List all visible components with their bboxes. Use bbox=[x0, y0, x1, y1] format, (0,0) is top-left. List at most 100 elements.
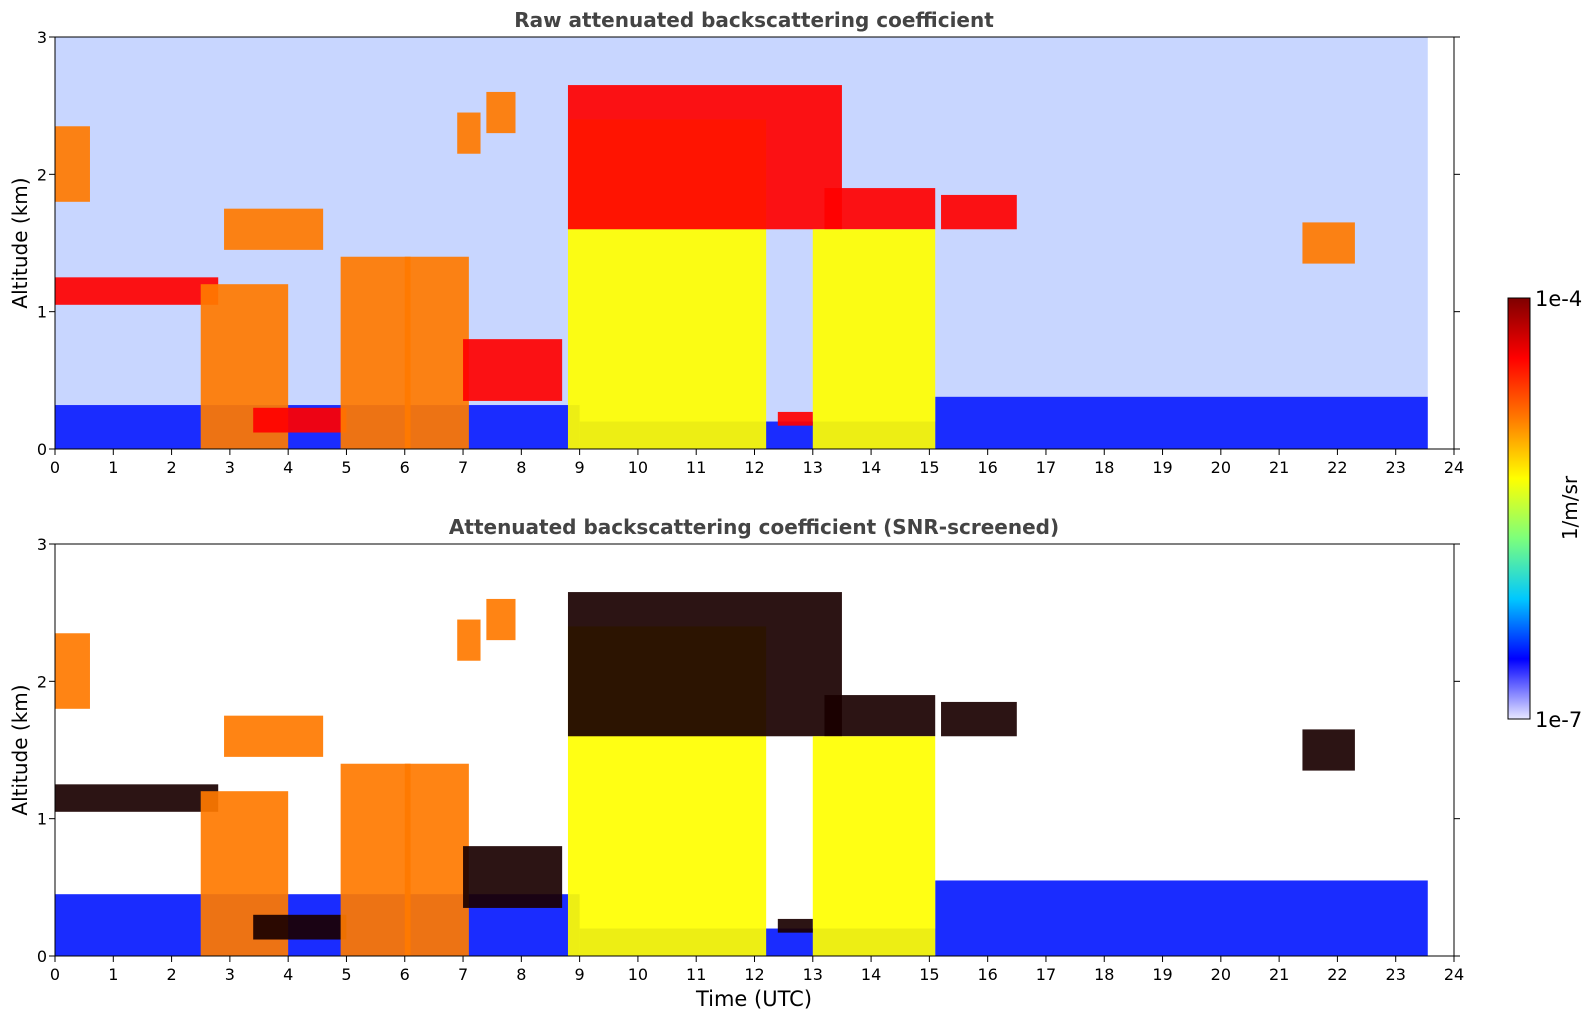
x-tick-label: 21 bbox=[1269, 458, 1289, 477]
x-tick-label: 23 bbox=[1386, 965, 1406, 984]
colorbar: 1e-4 1e-7 1/m/sr bbox=[1507, 287, 1582, 732]
colorbar-unit-label: 1/m/sr bbox=[1558, 475, 1582, 540]
x-tick-label: 11 bbox=[686, 458, 706, 477]
x-tick-label: 3 bbox=[225, 458, 235, 477]
x-tick-label: 4 bbox=[283, 458, 293, 477]
cloud-layer bbox=[1302, 222, 1355, 264]
cloud-layer bbox=[777, 918, 813, 933]
x-tick-label: 21 bbox=[1269, 965, 1289, 984]
cloud-layer bbox=[824, 188, 936, 230]
cloud-layer bbox=[777, 411, 813, 426]
cloud-layer bbox=[253, 914, 347, 940]
surface-layer bbox=[935, 396, 1428, 449]
x-tick-label: 1 bbox=[108, 458, 118, 477]
y-axis-raw: 0 1 2 3 bbox=[37, 28, 1460, 459]
x-tick-label: 13 bbox=[803, 458, 823, 477]
x-tick-label: 15 bbox=[919, 965, 939, 984]
y-tick-label: 3 bbox=[37, 28, 47, 47]
x-tick-label: 17 bbox=[1036, 965, 1056, 984]
x-tick-label: 2 bbox=[166, 965, 176, 984]
x-tick-label: 7 bbox=[458, 458, 468, 477]
y-tick-label: 2 bbox=[37, 165, 47, 184]
x-tick-label: 10 bbox=[628, 458, 648, 477]
x-tick-label: 19 bbox=[1152, 965, 1172, 984]
x-tick-label: 6 bbox=[400, 965, 410, 984]
x-tick-label: 18 bbox=[1094, 458, 1114, 477]
x-tick-label: 16 bbox=[977, 458, 997, 477]
cloud-layer bbox=[567, 592, 842, 737]
x-tick-label: 3 bbox=[225, 965, 235, 984]
x-tick-label: 9 bbox=[575, 458, 585, 477]
y-axis-screened: 0 1 2 3 bbox=[37, 535, 1460, 966]
cloud-layer bbox=[941, 194, 1017, 230]
cloud-layer bbox=[55, 633, 90, 709]
x-tick-label: 5 bbox=[341, 965, 351, 984]
x-axis-screened: 0 1 2 3 4 5 6 7 8 9 10 11 12 13 14 15 16 17 18 19 20 21 22 23 24 bbox=[50, 956, 1464, 984]
cloud-layer bbox=[55, 126, 90, 202]
cloud-layer bbox=[404, 763, 469, 956]
panel-screened: Attenuated backscattering coefficient (S… bbox=[8, 515, 1464, 1011]
y-tick-label: 3 bbox=[37, 535, 47, 554]
cloud-layer bbox=[404, 256, 469, 449]
cloud-layer bbox=[463, 339, 563, 401]
cloud-layer bbox=[457, 112, 481, 154]
chart-title-screened: Attenuated backscattering coefficient (S… bbox=[449, 515, 1059, 539]
cloud-layer bbox=[55, 784, 219, 812]
cloud-layer bbox=[253, 407, 347, 433]
x-tick-label: 14 bbox=[861, 965, 881, 984]
x-tick-label: 2 bbox=[166, 458, 176, 477]
cloud-layer bbox=[340, 256, 411, 449]
colorbar-gradient bbox=[1507, 297, 1531, 720]
x-tick-label: 6 bbox=[400, 458, 410, 477]
x-tick-label: 20 bbox=[1211, 965, 1231, 984]
x-tick-label: 17 bbox=[1036, 458, 1056, 477]
cloud-layer bbox=[224, 715, 324, 757]
x-tick-label: 18 bbox=[1094, 965, 1114, 984]
cloud-layer bbox=[941, 701, 1017, 737]
y-axis-label-raw: Altitude (km) bbox=[8, 177, 32, 308]
cloud-layer bbox=[812, 229, 936, 449]
cloud-layer bbox=[812, 736, 936, 956]
x-tick-label: 7 bbox=[458, 965, 468, 984]
y-tick-label: 2 bbox=[37, 672, 47, 691]
cloud-layer bbox=[486, 91, 516, 134]
x-tick-label: 24 bbox=[1444, 458, 1464, 477]
y-axis-label-screened: Altitude (km) bbox=[8, 684, 32, 815]
heatmap-screened bbox=[55, 544, 1428, 956]
x-tick-label: 10 bbox=[628, 965, 648, 984]
x-tick-label: 8 bbox=[516, 965, 526, 984]
x-tick-label: 1 bbox=[108, 965, 118, 984]
y-tick-label: 1 bbox=[37, 810, 47, 829]
chart-title-raw: Raw attenuated backscattering coefficien… bbox=[514, 8, 994, 32]
colorbar-min-label: 1e-7 bbox=[1535, 708, 1582, 732]
x-tick-label: 12 bbox=[744, 965, 764, 984]
x-tick-label: 0 bbox=[50, 965, 60, 984]
x-tick-label: 15 bbox=[919, 458, 939, 477]
heatmap-raw bbox=[55, 37, 1428, 449]
cloud-layer bbox=[567, 85, 842, 230]
y-tick-label: 0 bbox=[37, 947, 47, 966]
y-tick-label: 0 bbox=[37, 440, 47, 459]
x-tick-label: 0 bbox=[50, 458, 60, 477]
x-tick-label: 22 bbox=[1327, 458, 1347, 477]
x-axis-raw: 0 1 2 3 4 5 6 7 8 9 10 11 12 13 14 15 16 17 18 19 20 21 22 23 24 bbox=[50, 449, 1464, 477]
x-tick-label: 14 bbox=[861, 458, 881, 477]
cloud-layer bbox=[1302, 729, 1355, 771]
cloud-layer bbox=[486, 598, 516, 641]
x-axis-label: Time (UTC) bbox=[695, 987, 812, 1011]
panel-raw: Raw attenuated backscattering coefficien… bbox=[8, 8, 1464, 477]
x-tick-label: 16 bbox=[977, 965, 997, 984]
y-tick-label: 1 bbox=[37, 303, 47, 322]
x-tick-label: 11 bbox=[686, 965, 706, 984]
x-tick-label: 4 bbox=[283, 965, 293, 984]
x-tick-label: 12 bbox=[744, 458, 764, 477]
x-tick-label: 5 bbox=[341, 458, 351, 477]
x-tick-label: 23 bbox=[1386, 458, 1406, 477]
x-tick-label: 24 bbox=[1444, 965, 1464, 984]
cloud-layer bbox=[340, 763, 411, 956]
cloud-layer bbox=[457, 619, 481, 661]
x-tick-label: 19 bbox=[1152, 458, 1172, 477]
cloud-layer bbox=[55, 277, 219, 305]
x-tick-label: 9 bbox=[575, 965, 585, 984]
